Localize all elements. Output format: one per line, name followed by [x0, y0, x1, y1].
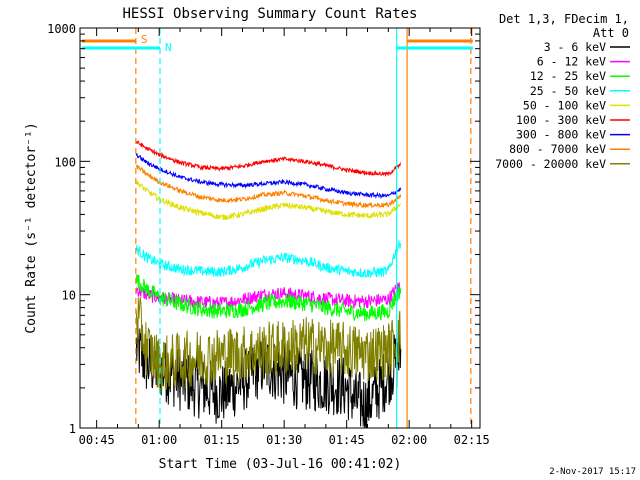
- legend-label-7: 800 - 7000 keV: [509, 142, 606, 156]
- legend-label-5: 100 - 300 keV: [516, 113, 606, 127]
- series-line-7: [135, 164, 402, 209]
- y-tick-label: 100: [54, 155, 76, 169]
- saa-label: S: [141, 33, 148, 46]
- legend-label-3: 25 - 50 keV: [530, 84, 606, 98]
- x-axis: 00:45 01:00 01:15 01:30 01:45 02:00 02:15: [79, 28, 490, 447]
- series-line-2: [135, 274, 402, 322]
- legend-label-4: 50 - 100 keV: [523, 98, 606, 112]
- y-tick-label: 10: [62, 289, 76, 303]
- marker-lines: SN: [82, 28, 473, 428]
- legend-label-0: 3 - 6 keV: [544, 40, 606, 54]
- y-tick-label: 1: [69, 422, 76, 436]
- x-axis-label: Start Time (03-Jul-16 00:41:02): [159, 457, 402, 472]
- x-tick-label: 02:00: [391, 433, 427, 447]
- legend-label-8: 7000 - 20000 keV: [495, 157, 606, 171]
- series-line-6: [135, 153, 402, 200]
- legend-header-line-2: Att 0: [593, 26, 629, 40]
- x-tick-label: 02:15: [454, 433, 490, 447]
- plot-frame: [79, 27, 481, 429]
- series-line-3: [135, 240, 402, 278]
- series-line-5: [135, 140, 402, 178]
- x-tick-label: 00:45: [79, 433, 115, 447]
- series-lines: [135, 140, 402, 429]
- chart-title: HESSI Observing Summary Count Rates: [122, 6, 417, 22]
- series-line-4: [135, 180, 401, 221]
- x-tick-label: 01:00: [141, 433, 177, 447]
- night-label: N: [165, 41, 172, 54]
- x-tick-label: 01:30: [266, 433, 302, 447]
- x-tick-label: 01:15: [204, 433, 240, 447]
- legend-header-line-1: Det 1,3, FDecim 1,: [499, 12, 629, 26]
- y-axis-label: Count Rate (s⁻¹ detector⁻¹): [24, 122, 39, 333]
- legend-label-2: 12 - 25 keV: [530, 69, 606, 83]
- legend-label-1: 6 - 12 keV: [537, 55, 606, 69]
- footer-date: 2-Nov-2017 15:17: [549, 467, 636, 477]
- y-tick-label: 1000: [47, 22, 76, 36]
- series-line-8: [135, 296, 402, 394]
- legend-label-6: 300 - 800 keV: [516, 128, 606, 142]
- y-axis: 1 10 100 1000: [47, 22, 480, 436]
- x-tick-label: 01:45: [329, 433, 365, 447]
